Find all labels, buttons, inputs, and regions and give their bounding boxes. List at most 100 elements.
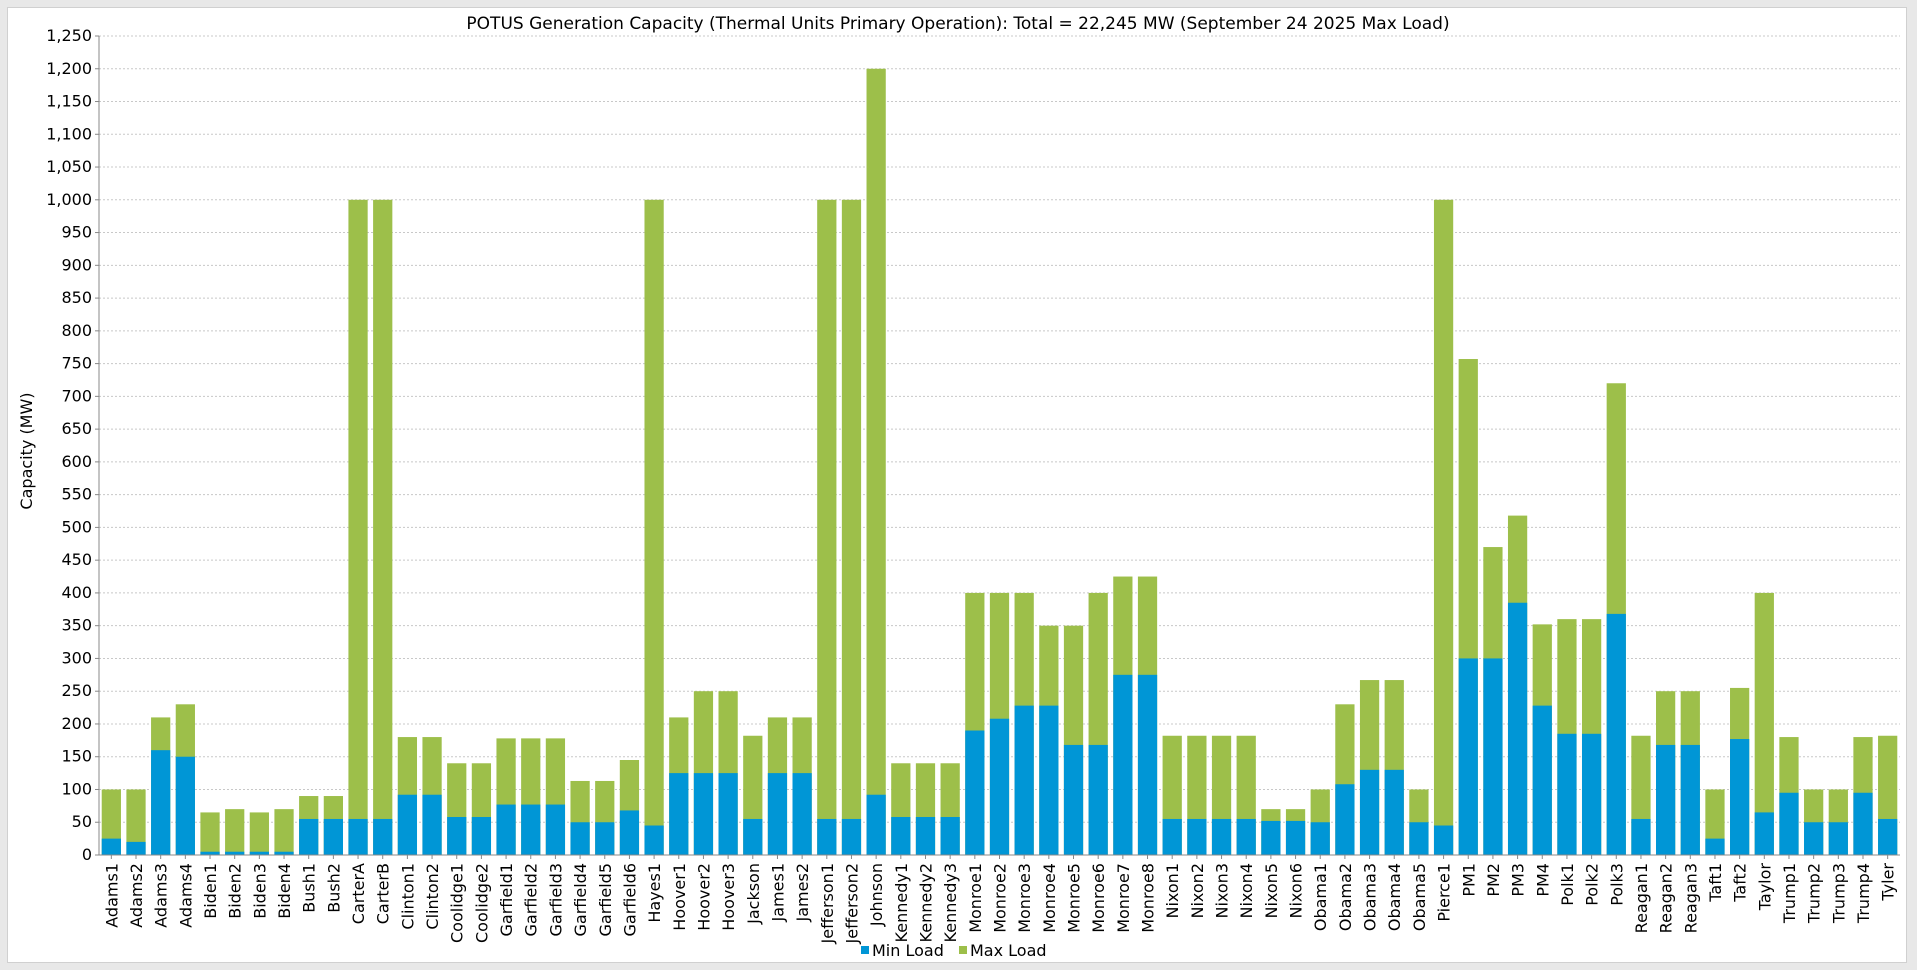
bar-min-load xyxy=(1705,838,1725,855)
bar-min-load xyxy=(1828,822,1848,855)
bar-max-load xyxy=(249,812,269,855)
bar-min-load xyxy=(1606,613,1626,855)
x-tick-label: Adams1 xyxy=(102,863,121,928)
bar-min-load xyxy=(1039,705,1059,855)
bar-min-load xyxy=(422,794,442,855)
legend-label-max-load: Max Load xyxy=(970,941,1047,960)
bar-max-load xyxy=(126,789,146,855)
bar-min-load xyxy=(249,851,269,855)
bar-min-load xyxy=(1187,818,1207,855)
y-tick-label: 800 xyxy=(61,321,92,340)
bar-min-load xyxy=(126,841,146,855)
bar-min-load xyxy=(1581,733,1602,855)
bar-min-load xyxy=(447,816,467,855)
y-tick-label: 750 xyxy=(61,354,92,373)
y-tick-label: 1,250 xyxy=(46,26,92,45)
bar-min-load xyxy=(521,804,541,855)
x-tick-label: Jefferson2 xyxy=(842,863,861,944)
x-tick-label: CarterA xyxy=(349,863,368,924)
bar-min-load xyxy=(1409,822,1429,855)
x-tick-label: Nixon2 xyxy=(1188,863,1207,919)
bar-min-load xyxy=(1754,812,1774,855)
x-tick-label: Trump1 xyxy=(1780,863,1799,924)
bar-min-load xyxy=(471,816,492,855)
bar-min-load xyxy=(200,851,220,855)
chart-title: POTUS Generation Capacity (Thermal Units… xyxy=(466,14,1449,34)
y-tick-label: 200 xyxy=(61,714,92,733)
bar-max-load xyxy=(1433,199,1454,856)
x-tick-label: Monroe8 xyxy=(1139,863,1158,933)
bar-min-load xyxy=(496,804,516,855)
x-tick-label: Obama1 xyxy=(1311,863,1330,931)
bar-min-load xyxy=(397,794,418,855)
x-tick-label: Reagan1 xyxy=(1632,863,1651,933)
bar-min-load xyxy=(866,794,886,855)
bar-min-load xyxy=(817,818,837,855)
bar-min-load xyxy=(989,718,1010,855)
bar-min-load xyxy=(644,825,664,855)
y-tick-label: 1,050 xyxy=(46,157,92,176)
bar-min-load xyxy=(1458,658,1478,855)
y-tick-label: 100 xyxy=(61,779,92,798)
bar-min-load xyxy=(225,851,245,855)
x-tick-label: Pierce1 xyxy=(1435,863,1454,922)
x-tick-label: Kennedy3 xyxy=(941,863,960,942)
bar-min-load xyxy=(299,818,319,855)
bar-min-load xyxy=(373,818,393,855)
x-tick-label: Reagan3 xyxy=(1681,863,1700,933)
bar-min-load xyxy=(940,816,960,855)
y-tick-label: 850 xyxy=(61,288,92,307)
bar-max-load xyxy=(373,199,393,856)
bar-max-load xyxy=(817,199,837,856)
y-tick-label: 1,150 xyxy=(46,92,92,111)
bar-min-load xyxy=(1804,822,1824,855)
bar-min-load xyxy=(965,730,985,855)
bar-min-load xyxy=(1162,818,1182,855)
x-tick-label: PM4 xyxy=(1533,863,1552,897)
y-tick-label: 1,000 xyxy=(46,190,92,209)
x-tick-label: Jackson xyxy=(744,863,763,925)
bar-max-load xyxy=(1754,592,1774,855)
x-tick-label: James1 xyxy=(768,863,787,922)
y-tick-label: 0 xyxy=(82,845,92,864)
bar-min-load xyxy=(175,756,195,855)
legend-swatch-min-load xyxy=(861,946,869,954)
x-tick-label: Monroe2 xyxy=(991,863,1010,933)
bar-min-load xyxy=(1359,769,1380,855)
x-tick-label: Polk1 xyxy=(1558,863,1577,906)
y-axis-label: Capacity (MW) xyxy=(17,392,36,509)
x-tick-label: Kennedy1 xyxy=(892,863,911,942)
x-tick-label: Nixon3 xyxy=(1213,863,1232,919)
bar-max-load xyxy=(866,68,886,855)
x-tick-label: Coolidge1 xyxy=(448,863,467,943)
bar-min-load xyxy=(1878,818,1898,855)
y-tick-label: 1,100 xyxy=(46,124,92,143)
x-tick-label: Garfield4 xyxy=(571,863,590,936)
y-tick-label: 250 xyxy=(61,681,92,700)
bar-min-load xyxy=(1631,818,1651,855)
bar-min-load xyxy=(1532,705,1552,855)
bar-min-load xyxy=(348,818,368,855)
x-tick-label: Biden3 xyxy=(250,863,269,919)
bar-min-load xyxy=(545,804,566,855)
bar-min-load xyxy=(891,816,911,855)
bar-min-load xyxy=(1507,602,1528,855)
x-tick-label: Obama5 xyxy=(1410,863,1429,931)
bar-min-load xyxy=(792,773,812,855)
x-tick-label: Monroe5 xyxy=(1065,863,1084,933)
bar-min-load xyxy=(1113,674,1133,855)
y-tick-label: 350 xyxy=(61,616,92,635)
x-tick-label: Kennedy2 xyxy=(916,863,935,942)
bar-min-load xyxy=(1853,792,1873,855)
bar-min-load xyxy=(1779,792,1799,855)
x-tick-label: Hoover3 xyxy=(719,863,738,931)
chart-panel: POTUS Generation Capacity (Thermal Units… xyxy=(7,7,1907,963)
bars xyxy=(101,68,1898,856)
bar-min-load xyxy=(274,851,294,855)
bar-min-load xyxy=(1730,739,1750,855)
x-tick-label: Adams4 xyxy=(176,863,195,928)
x-tick-label: PM1 xyxy=(1459,863,1478,897)
x-tick-label: Trump2 xyxy=(1805,863,1824,924)
bar-min-load xyxy=(1483,658,1503,855)
x-tick-label: Clinton2 xyxy=(423,863,442,930)
